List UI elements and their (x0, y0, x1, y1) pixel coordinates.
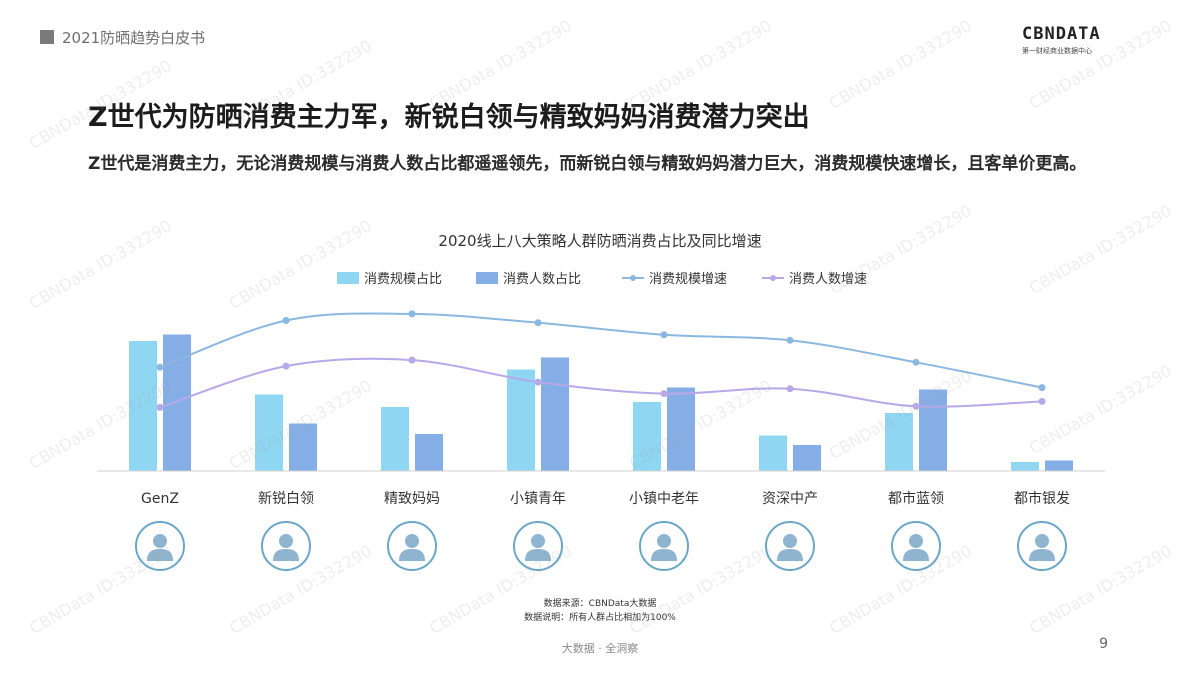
legend-label: 消费规模增速 (649, 272, 727, 287)
legend-marker (770, 275, 776, 281)
legend-swatch (476, 272, 498, 284)
header-square-icon (40, 30, 54, 44)
chart-title: 2020线上八大策略人群防晒消费占比及同比增速 (438, 232, 761, 250)
x-tick-label: 精致妈妈 (384, 491, 440, 507)
blue-collar-avatar-icon (891, 521, 941, 571)
bar-scale-1 (255, 394, 283, 471)
page-subtitle: Z世代是消费主力，无论消费规模与消费人数占比都遥遥领先，而新锐白领与精致妈妈潜力… (88, 154, 1087, 174)
x-tick-label: 都市蓝领 (888, 490, 944, 507)
x-axis-labels: GenZ 新锐白领 精致妈妈 小镇青年 小镇中老年 资深中产 都市蓝领 都市银发 (141, 490, 1070, 507)
bar-users-3 (541, 357, 569, 471)
town-youth-avatar-icon (513, 521, 563, 571)
point-scale-5 (786, 336, 794, 344)
point-scale-1 (282, 317, 290, 324)
bar-users-6 (919, 389, 947, 471)
legend-label: 消费规模占比 (364, 272, 442, 287)
bar-scale-5 (759, 435, 787, 471)
legend-marker (630, 275, 636, 281)
point-scale-2 (408, 310, 416, 318)
report-title: 2021防晒趋势白皮书 (62, 29, 206, 47)
point-scale-0 (156, 363, 164, 371)
point-scale-3 (534, 319, 542, 327)
senior-avatar-icon (1017, 521, 1067, 571)
bars-group (129, 334, 1073, 471)
x-tick-label: 新锐白领 (258, 491, 314, 507)
mother-avatar-icon (387, 521, 437, 571)
logo-brand: CBNDATA (1022, 24, 1101, 44)
point-users-0 (156, 403, 164, 411)
young-professional-avatar-icon (261, 521, 311, 571)
x-tick-label: GenZ (141, 491, 179, 507)
town-elder-avatar-icon (639, 521, 689, 571)
point-scale-4 (660, 331, 668, 339)
point-users-5 (786, 385, 794, 393)
point-users-4 (660, 390, 668, 398)
point-users-6 (912, 402, 920, 410)
page-number: 9 (1099, 636, 1108, 652)
bar-scale-7 (1011, 462, 1039, 471)
bar-users-0 (163, 334, 191, 471)
line-scale-growth (159, 312, 1043, 389)
point-scale-6 (912, 358, 920, 366)
bar-users-7 (1045, 460, 1073, 471)
legend-swatch (337, 272, 359, 284)
legend-label: 消费人数占比 (503, 272, 581, 287)
bar-scale-0 (129, 341, 157, 471)
genz-avatar-icon (135, 521, 185, 571)
bar-users-2 (415, 434, 443, 471)
bar-scale-4 (633, 402, 661, 471)
x-tick-label: 资深中产 (762, 491, 818, 507)
point-users-1 (282, 362, 290, 370)
bar-users-5 (793, 445, 821, 471)
data-source-note: 数据来源：CBNData大数据 (543, 599, 657, 609)
x-tick-label: 小镇青年 (510, 491, 566, 507)
bar-scale-2 (381, 407, 409, 471)
point-scale-7 (1038, 384, 1046, 392)
logo-tagline: 第一财经商业数据中心 (1022, 47, 1092, 55)
footer-tagline: 大数据 · 全洞察 (561, 642, 639, 655)
bar-users-1 (289, 423, 317, 471)
bar-scale-3 (507, 369, 535, 471)
point-users-7 (1038, 397, 1046, 405)
x-tick-label: 小镇中老年 (629, 491, 699, 507)
point-users-3 (534, 378, 542, 386)
data-explanation-note: 数据说明：所有人群占比相加为100% (524, 613, 676, 623)
point-users-2 (408, 356, 416, 364)
legend-label: 消费人数增速 (789, 272, 867, 287)
page-title: Z世代为防晒消费主力军，新锐白领与精致妈妈消费潜力突出 (88, 102, 810, 133)
bar-users-4 (667, 387, 695, 471)
middle-class-avatar-icon (765, 521, 815, 571)
line-users-growth (159, 357, 1043, 409)
x-tick-label: 都市银发 (1014, 490, 1070, 507)
chart-legend: 消费规模占比 消费人数占比 消费规模增速 消费人数增速 (337, 272, 867, 287)
cbndata-logo: CBNDATA 第一财经商业数据中心 (1022, 24, 1132, 56)
lines-group (156, 310, 1046, 411)
bar-scale-6 (885, 413, 913, 471)
